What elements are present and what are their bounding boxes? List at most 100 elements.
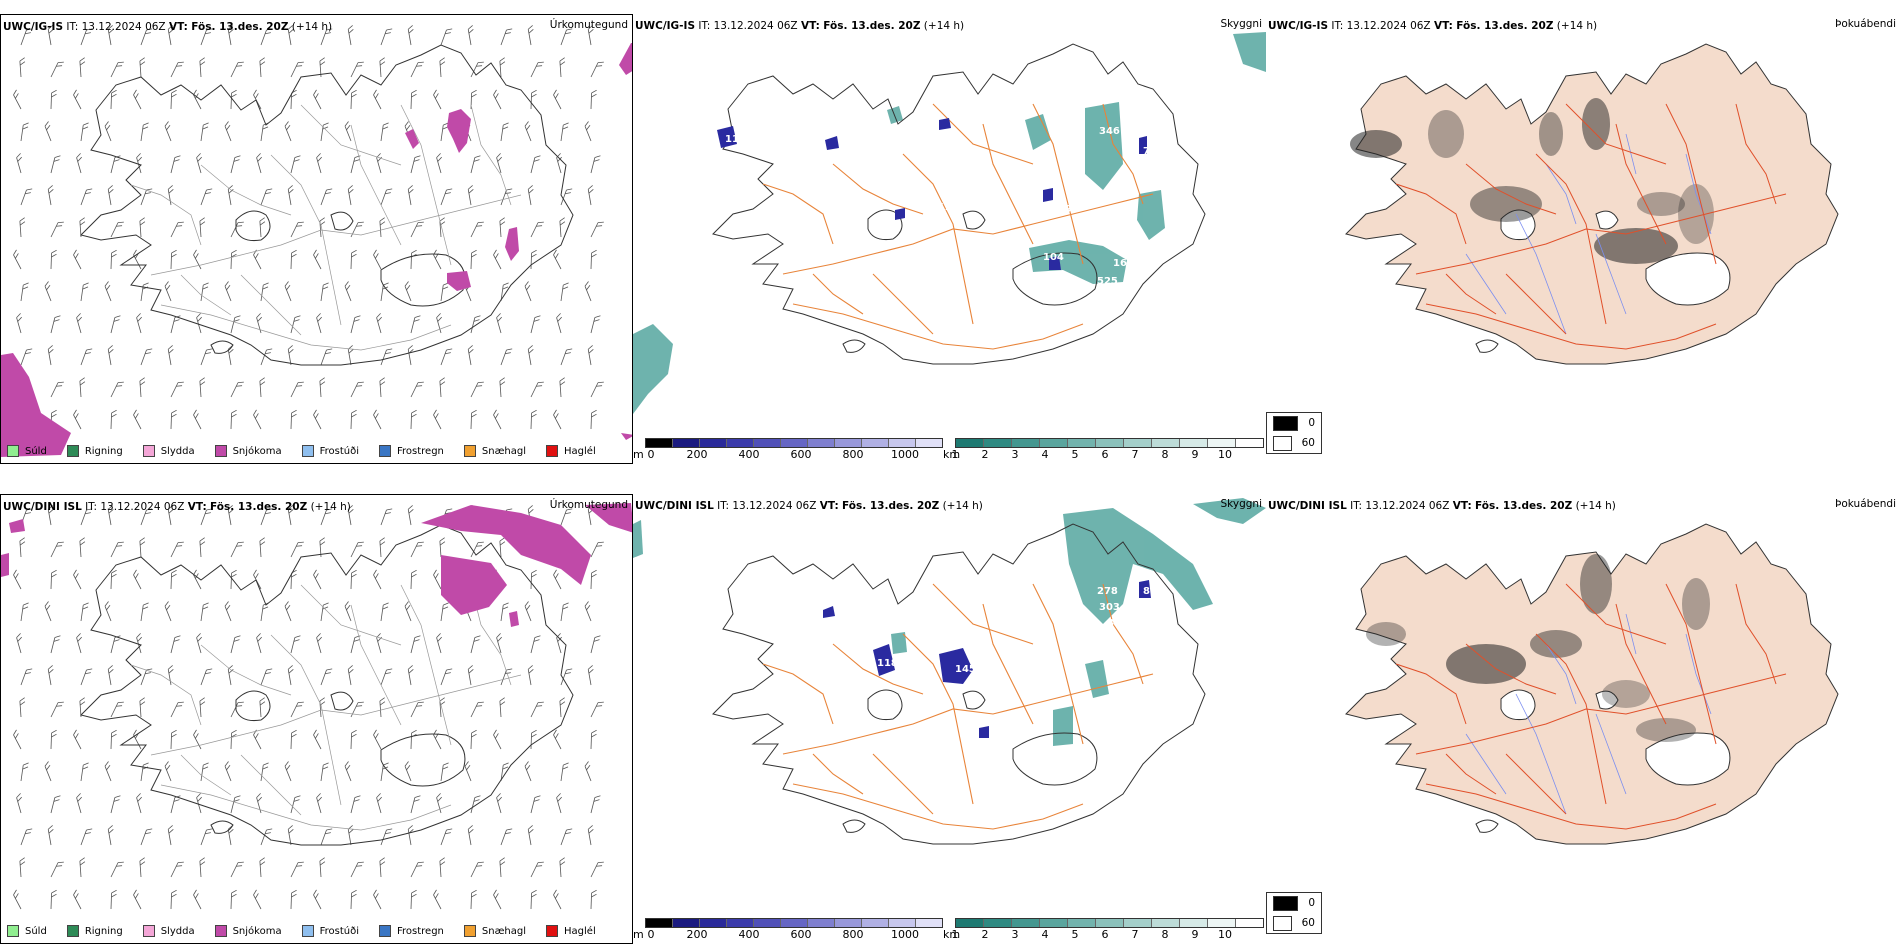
wind-barb — [350, 381, 364, 398]
colorbar-tick: 200 — [686, 928, 708, 941]
legend-item: Súld — [7, 925, 47, 937]
wind-barb — [524, 761, 532, 782]
ceiling-value-label: 18 — [889, 672, 903, 683]
wind-barb — [500, 122, 509, 142]
wind-barb — [230, 381, 244, 398]
wind-barb — [260, 508, 273, 526]
visibility-areas — [633, 498, 1266, 746]
wind-barb — [373, 569, 382, 590]
road-network — [130, 584, 522, 831]
colorbar-box — [1236, 439, 1263, 447]
wind-barb — [290, 221, 304, 238]
colorbar-box — [889, 919, 916, 927]
wind-barb — [560, 188, 573, 206]
map-canvas — [1345, 523, 1839, 845]
legend-swatch — [66, 445, 79, 457]
wind-barb — [313, 409, 322, 430]
wind-barb — [290, 889, 297, 910]
wind-barb — [373, 729, 382, 750]
iceland-outline — [712, 523, 1206, 845]
ceiling-value-label: 823 — [1107, 618, 1128, 629]
wind-barb — [256, 633, 262, 654]
wind-barb — [110, 221, 124, 238]
wind-barb — [373, 89, 382, 110]
ceiling-value-label: 104 — [1043, 252, 1064, 263]
wind-barb — [407, 665, 414, 686]
wind-barb — [260, 122, 269, 142]
wind-barb — [287, 505, 294, 526]
wind-barb — [20, 602, 29, 622]
road — [792, 783, 1084, 830]
glacier-outline — [867, 209, 903, 240]
wind-barb — [136, 793, 142, 814]
wind-barb — [493, 889, 502, 910]
wind-barb — [290, 701, 304, 718]
legend-item: Slydda — [142, 925, 195, 937]
wind-barb — [260, 28, 273, 46]
glacier-area — [1500, 209, 1536, 240]
wind-barb — [530, 155, 541, 174]
iceland-outline — [712, 43, 1206, 365]
panel-header: UWC/DINI ISL IT: 13.12.2024 06Z VT: Fös.… — [1268, 500, 1616, 512]
colorbar-box — [1180, 919, 1208, 927]
wind-barb — [76, 633, 82, 654]
valid-label: VT: — [187, 501, 207, 513]
colorbar-box — [956, 439, 984, 447]
wind-barb — [170, 569, 177, 590]
wind-barb — [530, 381, 544, 398]
wind-barb — [140, 762, 149, 782]
wind-barb — [560, 508, 573, 526]
colorbar-box — [700, 919, 727, 927]
wind-barb — [253, 249, 262, 270]
wind-barb — [20, 122, 29, 142]
visibility-colorbar: km 1 2 3 4 5 6 7 8 9 10 — [943, 438, 1264, 462]
glacier-area — [1475, 339, 1499, 353]
wind-barb — [530, 889, 537, 910]
wind-barb — [560, 28, 573, 46]
wind-barb — [290, 249, 297, 270]
wind-barb — [527, 25, 534, 46]
legend-swatch — [301, 925, 314, 937]
wind-barb — [167, 185, 174, 206]
wind-barb — [193, 409, 202, 430]
wind-barb — [590, 221, 604, 238]
valid-time: Fös. 13.des. 20Z — [842, 500, 940, 512]
colorbar-tick: 1 — [951, 928, 959, 941]
wind-barb — [196, 313, 202, 334]
wind-barb — [404, 601, 412, 622]
wind-barb — [110, 701, 124, 718]
wind-barb — [200, 188, 213, 206]
cloud-panel-row2: 278 303 823 118 18 145 21 8 UWC/DINI ISL IT: 13… — [633, 494, 1266, 944]
init-label: IT: — [1331, 20, 1344, 32]
fog-land — [1345, 523, 1839, 845]
visibility-colorbar: km 1 2 3 4 5 6 7 8 9 10 — [943, 918, 1264, 942]
legend-swatch — [142, 445, 155, 457]
wind-barb — [499, 217, 506, 238]
wind-barb — [50, 861, 64, 878]
wind-barb — [290, 381, 304, 398]
wind-barb — [20, 348, 33, 366]
wind-barb — [530, 315, 541, 334]
wind-barb — [376, 793, 382, 814]
wind-barb — [470, 89, 477, 110]
wind-barb — [404, 761, 412, 782]
panel-title: Úrkomutegund — [549, 19, 628, 31]
wind-barb — [380, 602, 389, 622]
wind-barb — [50, 381, 64, 398]
wind-barb — [524, 601, 532, 622]
wind-barb — [167, 505, 174, 526]
road — [270, 154, 342, 326]
road — [200, 644, 292, 696]
glacier-outline — [330, 211, 354, 231]
wind-barb — [320, 122, 329, 142]
wind-barb — [287, 185, 294, 206]
wind-barb — [373, 889, 382, 910]
fog-key-label: 60 — [1301, 917, 1315, 929]
colorbar-box — [781, 919, 808, 927]
colorbar-tick: 4 — [1041, 448, 1049, 461]
fog-key-item: 0 — [1267, 413, 1321, 433]
wind-barb — [407, 185, 414, 206]
river — [1595, 233, 1627, 315]
legend-swatch — [463, 925, 476, 937]
wind-barb — [379, 697, 386, 718]
